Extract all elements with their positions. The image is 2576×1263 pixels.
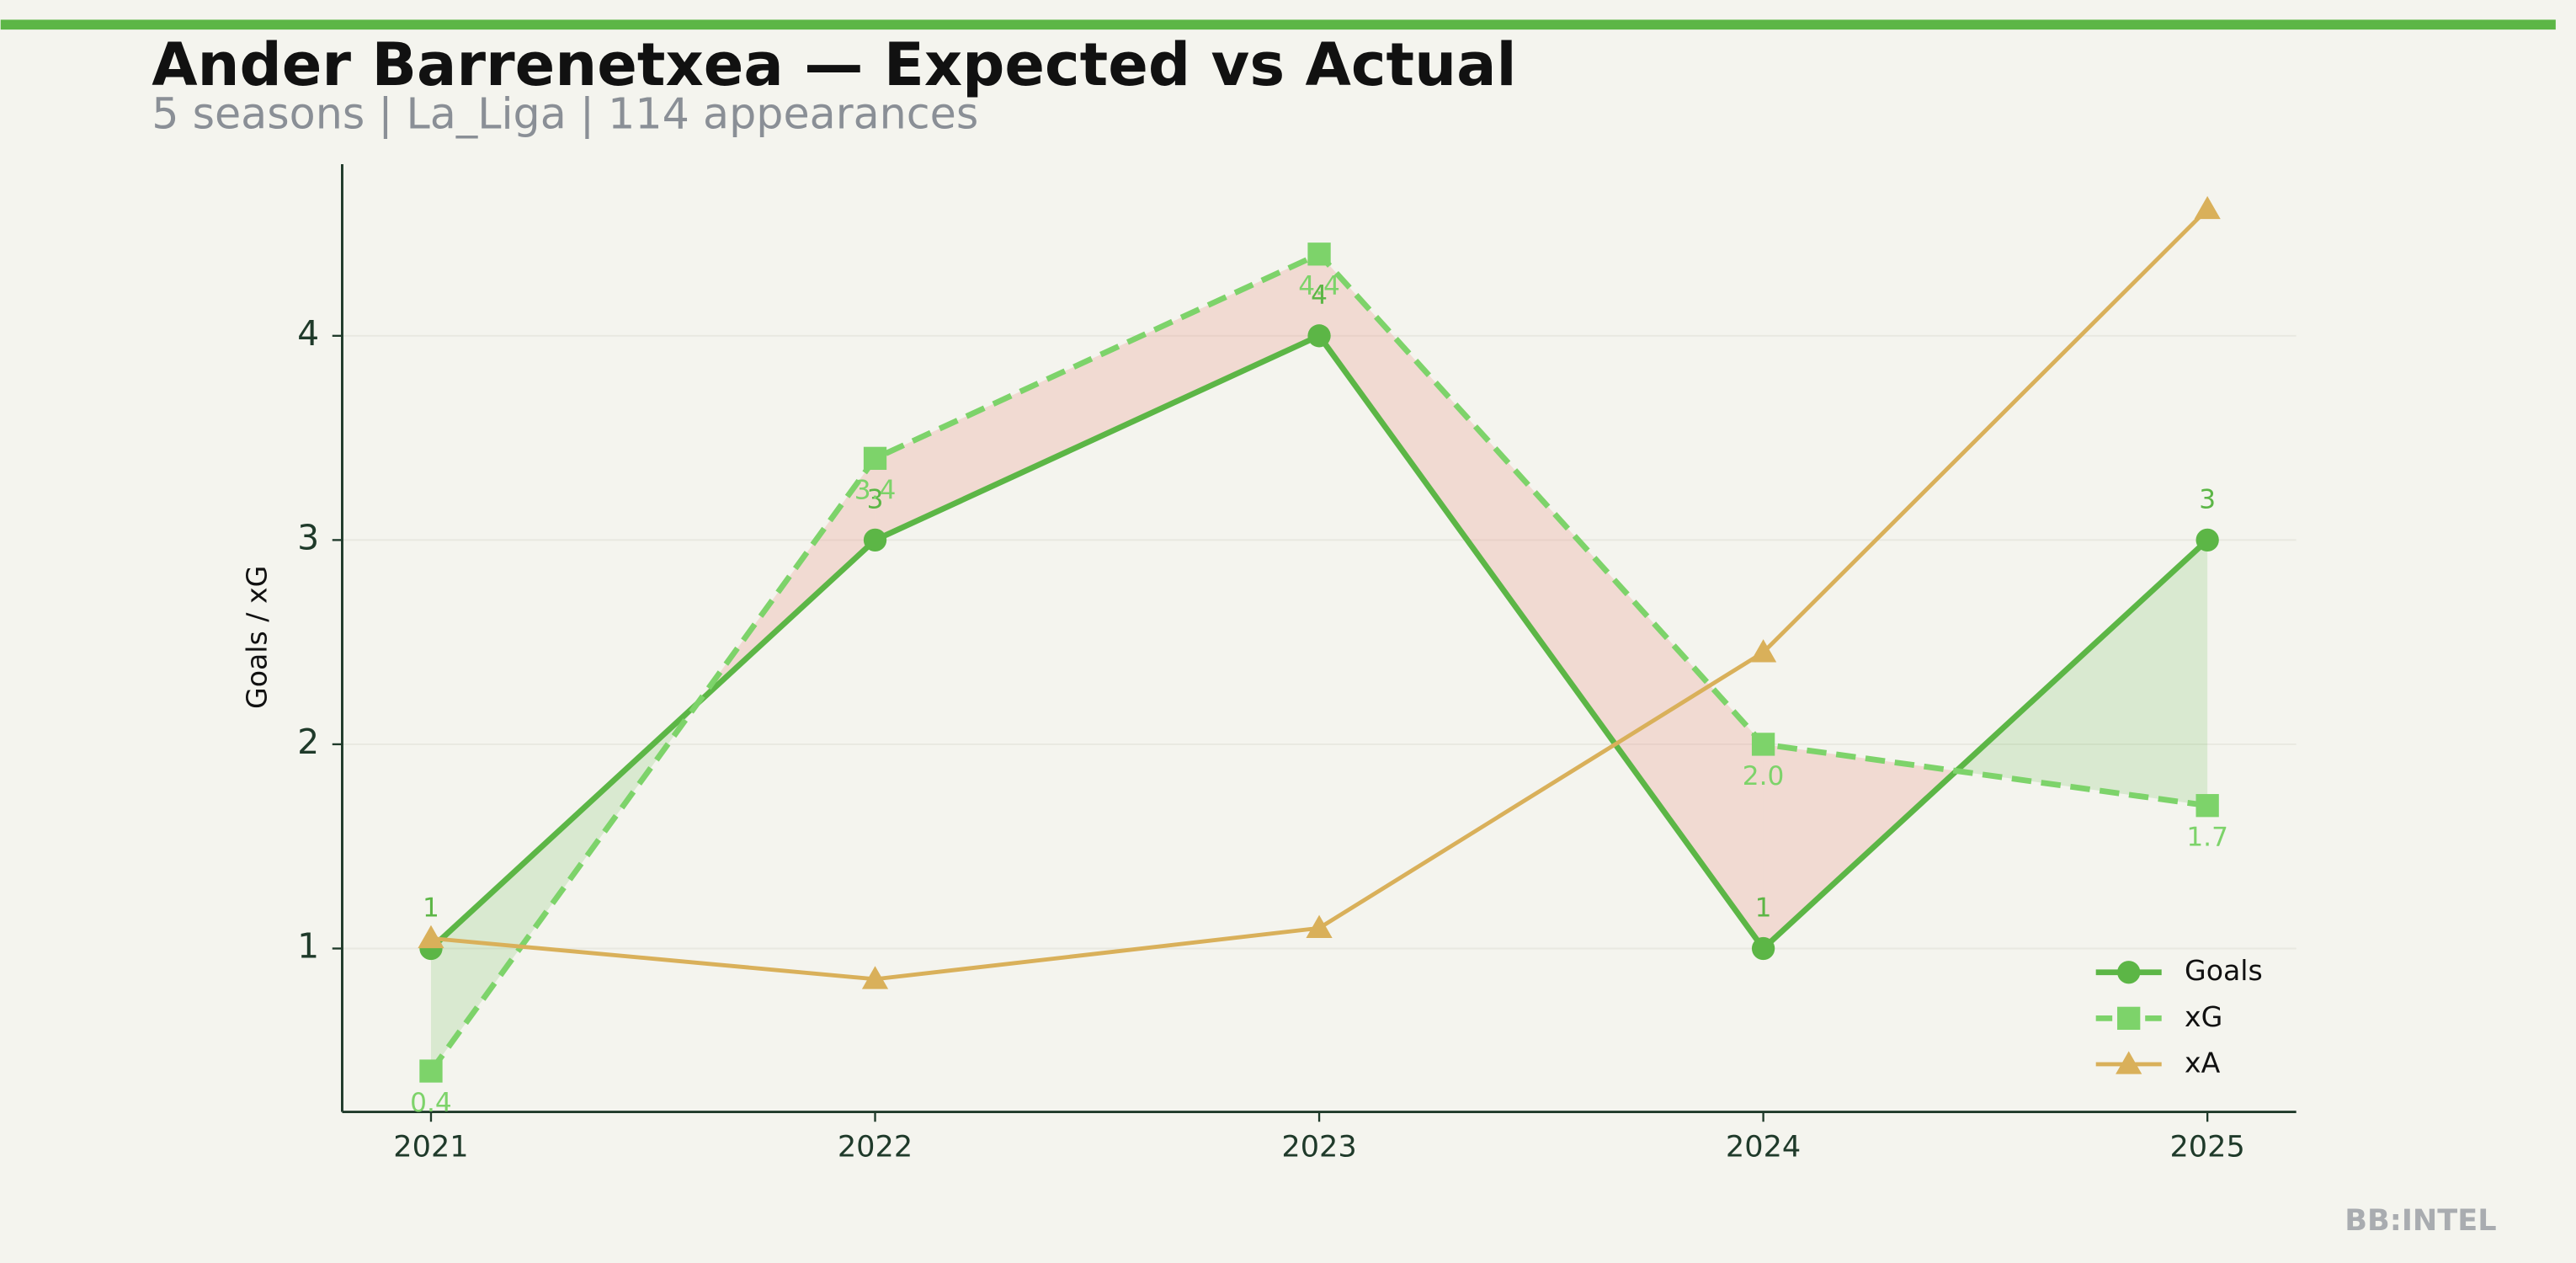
x-tick-label: 2022 xyxy=(838,1129,913,1164)
y-axis-label: Goals / xG xyxy=(240,566,273,709)
point xyxy=(2195,528,2219,552)
point xyxy=(1751,733,1775,756)
legend-marker xyxy=(2116,1051,2142,1074)
legend-label: xA xyxy=(2185,1046,2221,1079)
point xyxy=(863,446,887,471)
gap-fill xyxy=(875,253,1320,541)
gap-fill xyxy=(1319,253,1764,949)
point xyxy=(2194,195,2221,220)
data-label: 4 xyxy=(1311,280,1328,311)
point xyxy=(1307,242,1331,266)
data-label: 3.4 xyxy=(854,475,897,505)
chart-subtitle: 5 seasons | La_Liga | 114 appearances xyxy=(152,88,978,139)
y-tick-label: 2 xyxy=(297,722,319,762)
gap-fill xyxy=(1763,743,1956,949)
data-label: 3 xyxy=(2199,485,2216,515)
x-tick-label: 2024 xyxy=(1726,1129,1801,1164)
y-tick-label: 3 xyxy=(297,517,319,557)
chart-title: Ander Barrenetxea — Expected vs Actual xyxy=(152,30,1516,99)
watermark: BB:INTEL xyxy=(2344,1203,2496,1238)
x-tick-label: 2025 xyxy=(2169,1129,2244,1164)
point xyxy=(2195,794,2219,818)
top-bar xyxy=(0,19,2556,30)
data-label: 1.7 xyxy=(2186,823,2228,853)
gap-fill xyxy=(1956,540,2208,806)
data-label: 1 xyxy=(423,893,439,924)
point xyxy=(863,528,887,552)
point xyxy=(1307,324,1331,348)
legend-label: xG xyxy=(2185,1000,2222,1033)
legend-label: Goals xyxy=(2185,954,2263,987)
point xyxy=(419,1059,443,1083)
x-tick-label: 2021 xyxy=(393,1129,468,1164)
legend-marker xyxy=(2117,961,2141,984)
point xyxy=(861,966,889,989)
point xyxy=(1750,639,1777,663)
data-label: 0.4 xyxy=(410,1088,452,1118)
y-tick-label: 4 xyxy=(297,313,319,354)
data-label: 4.4 xyxy=(1298,271,1340,301)
point xyxy=(1751,936,1775,961)
x-tick-label: 2023 xyxy=(1281,1129,1356,1164)
y-tick-label: 1 xyxy=(297,925,319,966)
point xyxy=(418,925,444,949)
point xyxy=(1306,914,1333,938)
legend-marker xyxy=(2117,1006,2141,1031)
data-label: 2.0 xyxy=(1743,761,1785,791)
data-label: 3 xyxy=(867,485,884,515)
data-label: 1 xyxy=(1755,893,1772,924)
